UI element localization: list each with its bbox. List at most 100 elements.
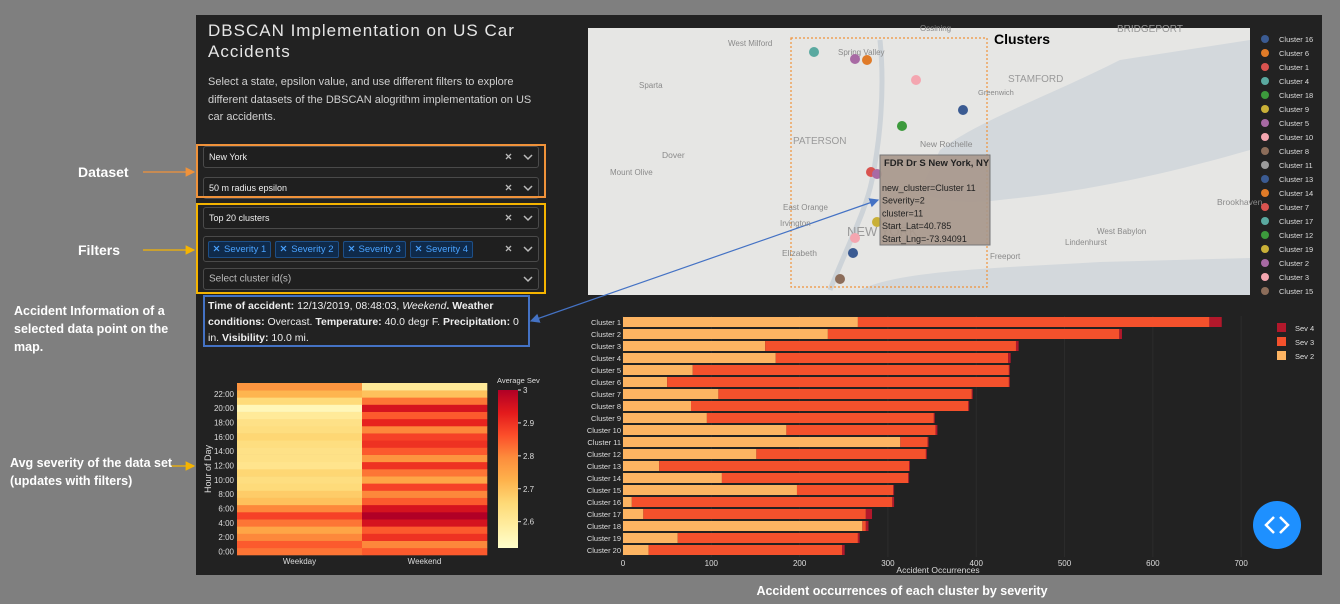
- legend-marker[interactable]: [1261, 147, 1269, 155]
- y-tick-label: Cluster 10: [587, 426, 621, 435]
- legend-label: Cluster 1: [1279, 63, 1309, 72]
- map-point[interactable]: [958, 105, 968, 115]
- legend-marker[interactable]: [1261, 91, 1269, 99]
- bar-segment: [623, 401, 691, 411]
- chevron-icon: [523, 154, 533, 161]
- legend-marker[interactable]: [1261, 217, 1269, 225]
- heatmap-cell: [362, 526, 488, 534]
- legend-marker[interactable]: [1261, 161, 1269, 169]
- heatmap-cell: [362, 533, 488, 541]
- map-point[interactable]: [850, 233, 860, 243]
- bar-segment: [623, 485, 797, 495]
- y-tick-label: 12:00: [214, 461, 235, 470]
- dropdown-value: New York: [209, 152, 248, 162]
- severity-chip[interactable]: Severity 4: [409, 241, 473, 258]
- bar-segment: [623, 365, 693, 375]
- legend-marker[interactable]: [1261, 203, 1269, 211]
- map-label: Greenwich: [978, 88, 1014, 97]
- legend-marker[interactable]: [1261, 189, 1269, 197]
- legend-swatch[interactable]: [1277, 337, 1286, 346]
- chip-remove[interactable]: [213, 245, 222, 252]
- dropdown-value: Top 20 clusters: [209, 213, 270, 223]
- bar-segment: [623, 413, 707, 423]
- chip-label: Severity 2: [291, 244, 334, 255]
- bar-segment: [623, 389, 719, 399]
- heatmap-cell: [362, 512, 488, 520]
- legend-marker[interactable]: [1261, 273, 1269, 281]
- cluster-id-dropdown[interactable]: Select cluster id(s): [203, 268, 539, 290]
- map-label: Mount Olive: [610, 168, 653, 177]
- legend-marker[interactable]: [1261, 175, 1269, 183]
- epsilon-dropdown[interactable]: 50 m radius epsilon: [203, 177, 539, 199]
- legend-marker[interactable]: [1261, 63, 1269, 71]
- severity-chip[interactable]: Severity 2: [275, 241, 339, 258]
- legend-marker[interactable]: [1261, 245, 1269, 253]
- legend-marker[interactable]: [1261, 105, 1269, 113]
- map-point[interactable]: [809, 47, 819, 57]
- chip-remove: [415, 245, 422, 252]
- dropdown-icons: [505, 153, 533, 161]
- arrow: [529, 198, 880, 323]
- map-label: Brookhaven: [1217, 197, 1263, 207]
- bar-segment: [623, 497, 632, 507]
- chevron-icon: [523, 276, 533, 283]
- legend-marker[interactable]: [1261, 35, 1269, 43]
- legend-marker[interactable]: [1261, 77, 1269, 85]
- heatmap-cell: [237, 397, 363, 405]
- legend-label: Sev 4: [1295, 324, 1314, 333]
- heatmap-cell: [362, 454, 488, 463]
- cluster-count-dropdown[interactable]: Top 20 clusters: [203, 207, 539, 229]
- map-point[interactable]: [850, 54, 860, 64]
- map-water: [920, 40, 1250, 202]
- map-point[interactable]: [897, 121, 907, 131]
- annotation-info: Accident Information of a selected data …: [14, 304, 169, 354]
- y-tick-label: Cluster 19: [587, 534, 621, 543]
- legend-marker[interactable]: [1261, 259, 1269, 267]
- bar-segment: [925, 449, 927, 459]
- heatmap-cell: [237, 454, 363, 463]
- filters-highlight: [196, 203, 546, 294]
- tooltip-line: Start_Lng=-73.94091: [882, 234, 967, 244]
- chevron-icon: [523, 185, 533, 192]
- legend-marker[interactable]: [1261, 49, 1269, 57]
- severity-dropdown[interactable]: Severity 1 Severity 2 Severity 3 Severity 4: [203, 236, 539, 262]
- map-point[interactable]: [848, 248, 858, 258]
- heatmap-cell: [362, 490, 488, 498]
- map-label: Irvington: [780, 219, 811, 228]
- nav-button[interactable]: [1253, 501, 1301, 549]
- severity-chip[interactable]: Severity 1: [208, 241, 272, 258]
- legend-swatch[interactable]: [1277, 323, 1286, 332]
- legend-marker[interactable]: [1261, 133, 1269, 141]
- bar-segment: [623, 473, 722, 483]
- chip-remove[interactable]: [348, 245, 357, 252]
- legend-label: Cluster 3: [1279, 273, 1309, 282]
- map-point[interactable]: [862, 55, 872, 65]
- bar-segment: [623, 353, 776, 363]
- bar-segment: [935, 425, 938, 435]
- heatmap-cell: [237, 404, 363, 412]
- dropdown-value: 50 m radius epsilon: [209, 183, 288, 193]
- map-point[interactable]: [911, 75, 921, 85]
- chip-remove: [348, 245, 354, 252]
- map-point[interactable]: [835, 274, 845, 284]
- legend-swatch[interactable]: [1277, 351, 1286, 360]
- y-tick-label: 14:00: [214, 447, 235, 456]
- legend-marker[interactable]: [1261, 119, 1269, 127]
- chip-remove[interactable]: [415, 245, 424, 252]
- map-label: West Milford: [728, 39, 772, 48]
- colorbar-tick-label: 2.9: [523, 419, 535, 428]
- heatmap-cell: [237, 411, 363, 420]
- bar-segment: [971, 389, 973, 399]
- y-tick-label: 16:00: [214, 433, 235, 442]
- state-dropdown[interactable]: New York: [203, 146, 539, 168]
- severity-chip[interactable]: Severity 3: [342, 241, 406, 258]
- legend-marker[interactable]: [1261, 287, 1269, 295]
- bar-segment: [692, 365, 1009, 375]
- legend-marker[interactable]: [1261, 231, 1269, 239]
- chip-remove[interactable]: [280, 245, 289, 252]
- bar-segment: [1008, 377, 1010, 387]
- annotation-dataset: Dataset: [78, 164, 129, 180]
- chip-label: Severity 1: [224, 244, 267, 255]
- legend-label: Cluster 15: [1279, 287, 1313, 296]
